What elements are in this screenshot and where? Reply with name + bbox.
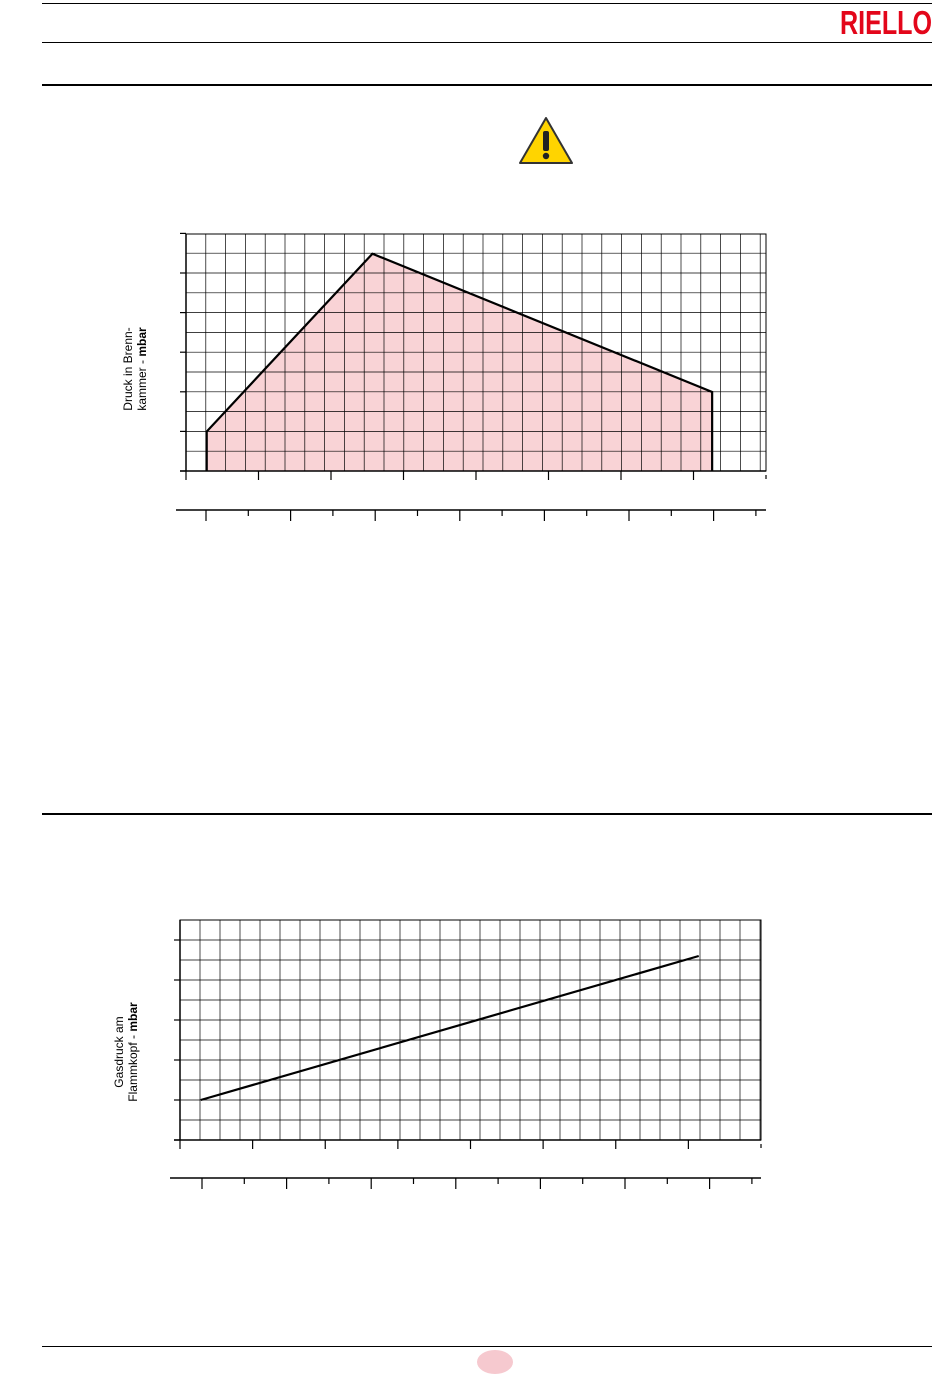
chart1-ylabel: Druck in Brenn- kammer - mbar: [121, 299, 151, 439]
page-number-badge: [477, 1350, 513, 1374]
firing-range-chart: [176, 232, 767, 521]
chart2-ylabel-line1: Gasdruck am: [112, 1016, 126, 1088]
chart1-ylabel-line2: kammer -: [135, 356, 149, 411]
chart2-ylabel-unit: mbar: [126, 1002, 140, 1032]
chart2-ylabel: Gasdruck am Flammkopf - mbar: [112, 982, 142, 1122]
header-bottom-rule: [42, 42, 932, 43]
section-rule-top: [42, 84, 932, 86]
section-rule-middle: [42, 813, 932, 815]
chart1-ylabel-line1: Druck in Brenn-: [121, 327, 135, 411]
svg-text:RIELLO: RIELLO: [840, 4, 932, 39]
chart2-plot-frame: [179, 919, 762, 1141]
chart1-area-outline: [205, 252, 714, 471]
chart2-series-line: [200, 954, 700, 1102]
footer-rule: [42, 1346, 932, 1347]
chart1-area-fill: [206, 253, 713, 471]
chart1-ylabel-unit: mbar: [135, 327, 149, 357]
gas-pressure-chart: [170, 919, 762, 1189]
warning-triangle-icon: [519, 117, 573, 164]
header-top-rule: [42, 3, 932, 4]
chart2-ylabel-line2: Flammkopf -: [126, 1031, 140, 1102]
riello-logo: RIELLO: [840, 4, 932, 39]
